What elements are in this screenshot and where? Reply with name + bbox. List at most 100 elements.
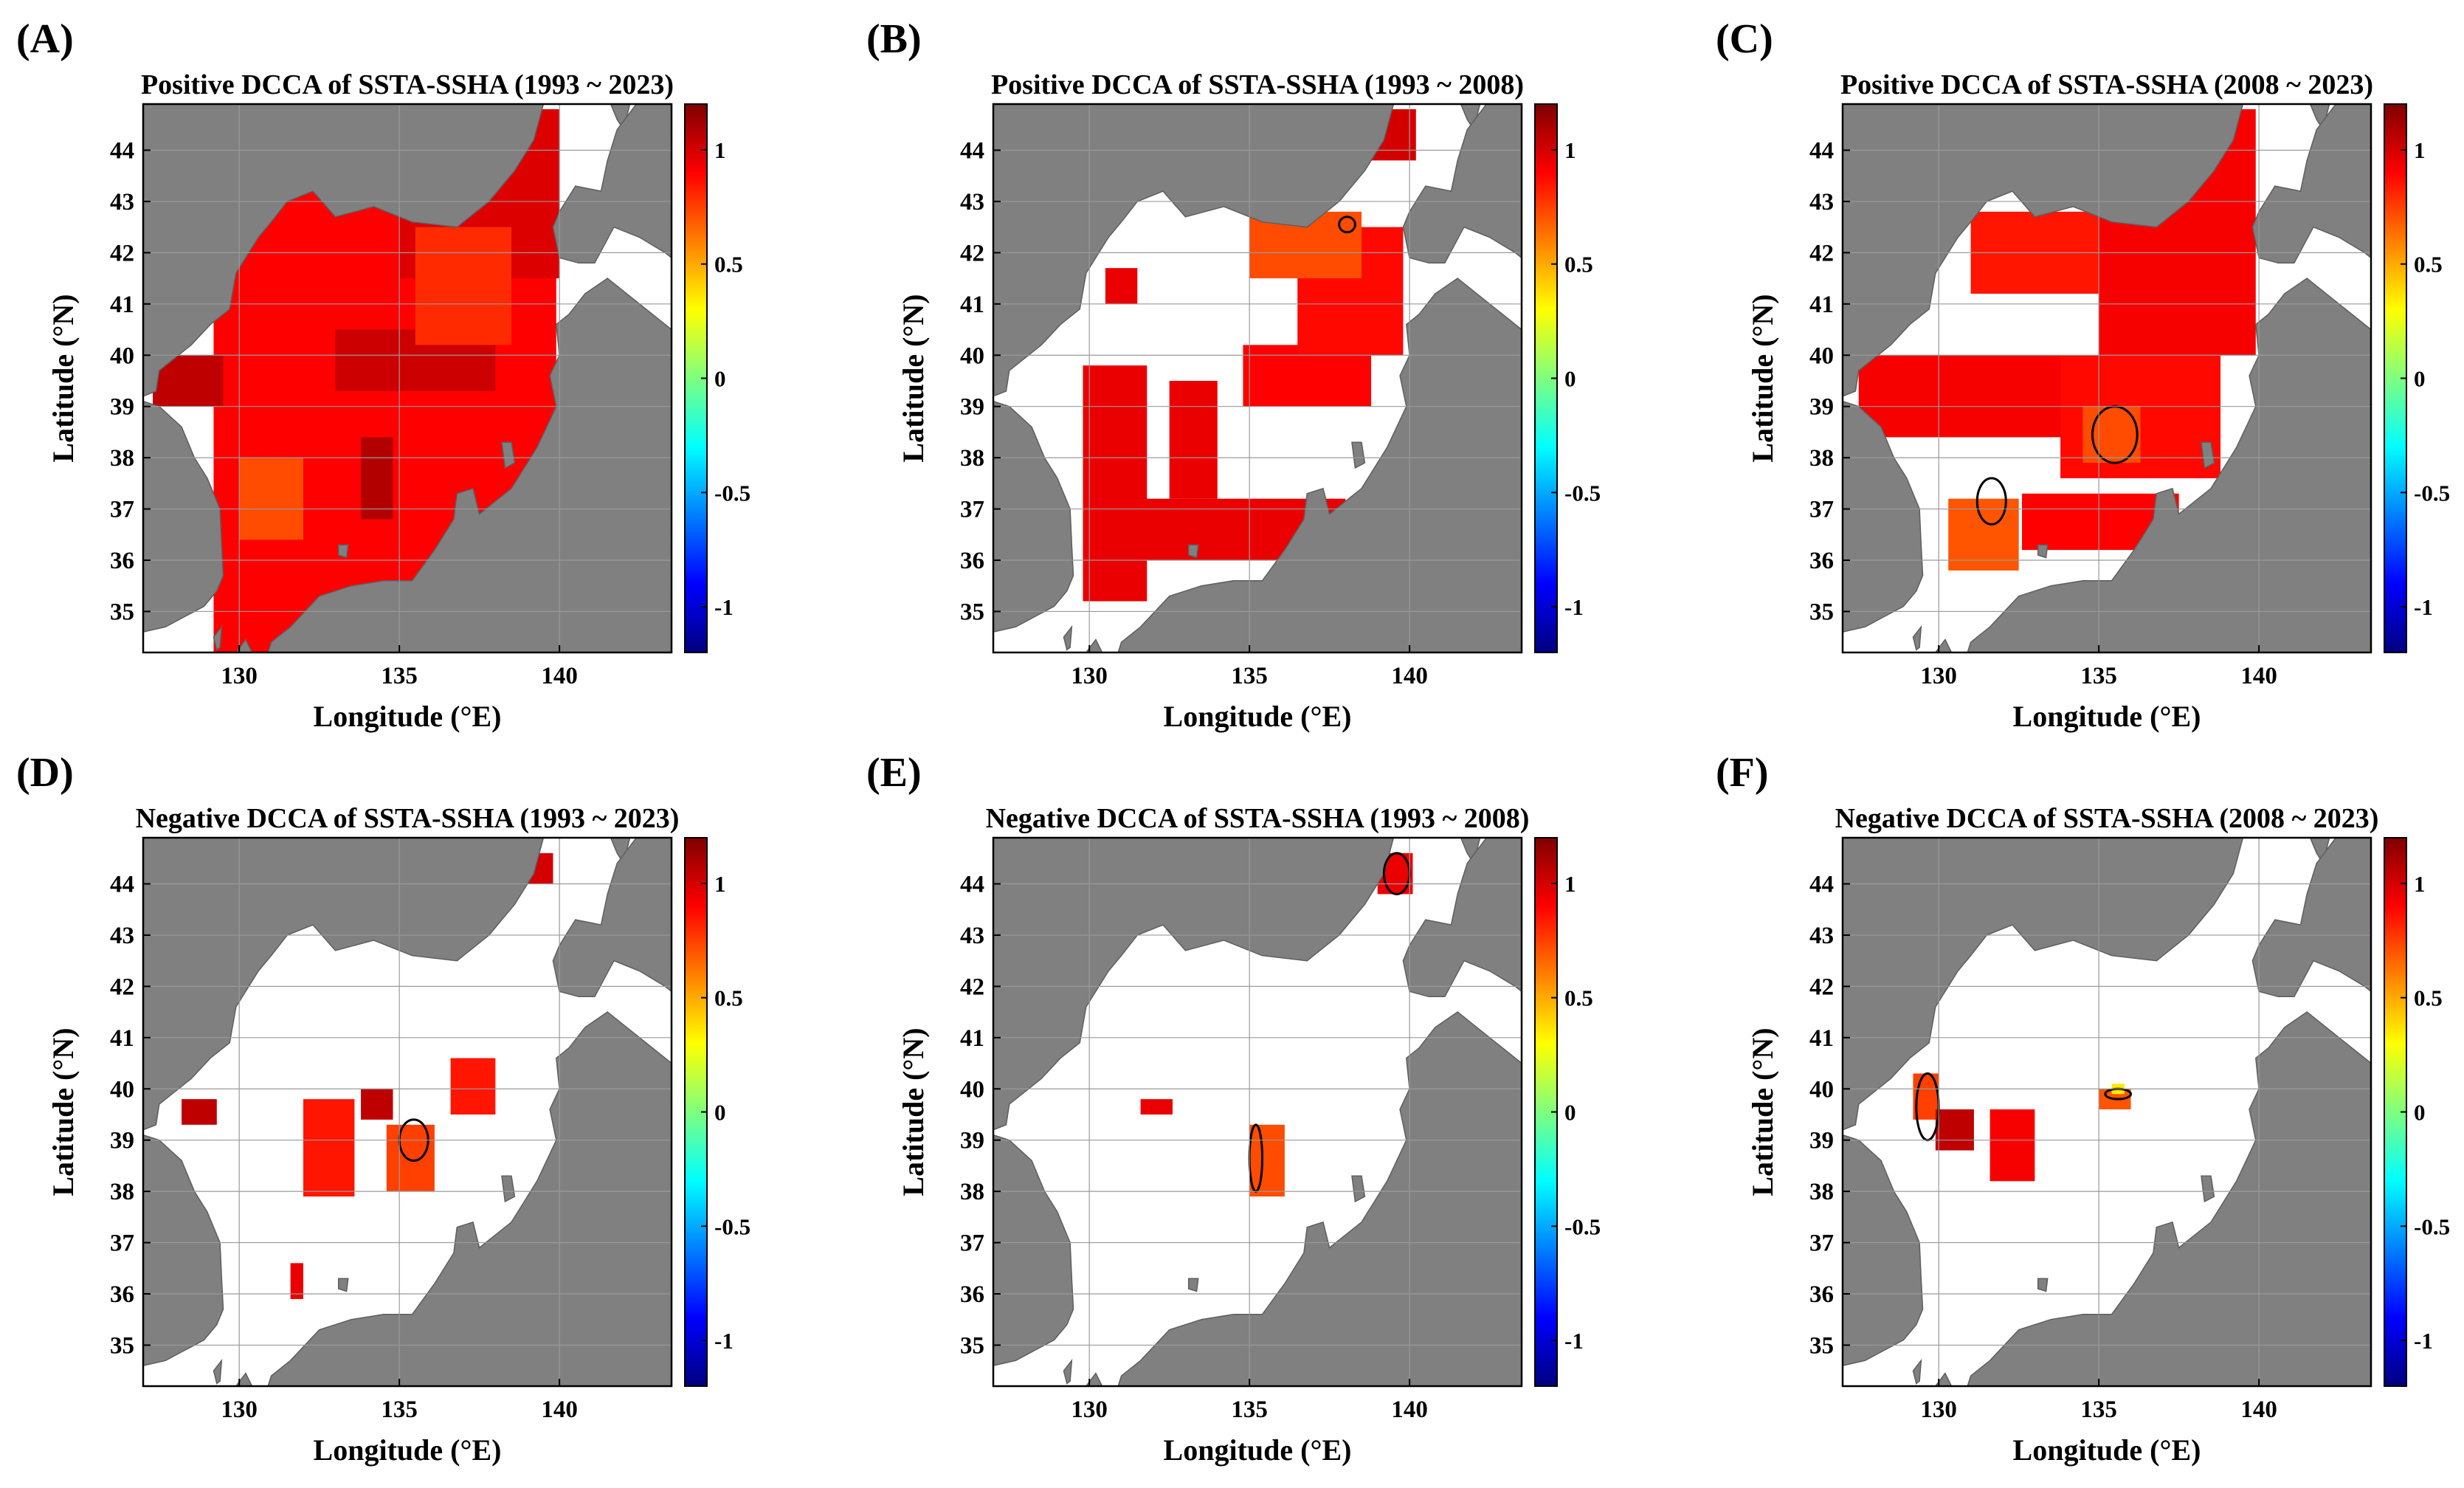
land-mass (1402, 838, 1522, 998)
lat-tick-label: 41 (1809, 292, 1834, 318)
lon-tick-label: 135 (1231, 663, 1268, 689)
lat-tick-label: 39 (110, 1128, 134, 1154)
lat-tick-label: 39 (1809, 1128, 1834, 1154)
land-mass (1085, 1372, 1103, 1386)
lat-tick-label: 40 (1809, 342, 1834, 369)
map-frame (142, 103, 673, 654)
land-mass (1843, 838, 2244, 1131)
lat-tick-label: 37 (110, 1230, 134, 1257)
lat-tick-label: 38 (110, 445, 134, 472)
lat-tick-label: 35 (960, 599, 984, 625)
lon-tick-label: 130 (221, 663, 258, 689)
dcca-region (1105, 268, 1138, 304)
panel-letter: (A) (16, 16, 74, 62)
lon-tick-label: 135 (381, 1396, 418, 1423)
y-axis-label: Latitude (°N) (1746, 294, 1779, 462)
lat-tick-label: 38 (110, 1179, 134, 1205)
colorbar-tick-label: 0 (714, 1100, 726, 1126)
lon-tick-label: 130 (1071, 1396, 1108, 1423)
panel-title: Negative DCCA of SSTA-SSHA (1993 ~ 2023) (136, 803, 680, 834)
colorbar-tick-label: -0.5 (1564, 1213, 1601, 1239)
dcca-region (1990, 1109, 2035, 1182)
land-mass (1934, 1372, 1953, 1386)
map-frame (992, 836, 1523, 1388)
lon-tick-label: 140 (2240, 663, 2277, 689)
x-axis-label: Longitude (°E) (314, 1433, 502, 1467)
lat-tick-label: 41 (960, 292, 984, 318)
dcca-region (361, 437, 393, 520)
dcca-region (1948, 498, 2019, 571)
colorbar-tick-label: 1 (2414, 871, 2426, 897)
x-axis-label: Longitude (°E) (314, 700, 502, 733)
lat-tick-label: 38 (960, 1179, 984, 1205)
lat-tick-label: 36 (1809, 548, 1834, 574)
dcca-region (1140, 1099, 1173, 1115)
colorbar-tick-label: 1 (2414, 137, 2426, 163)
lon-tick-label: 140 (541, 663, 578, 689)
lat-tick-label: 38 (960, 445, 984, 472)
lat-tick-label: 42 (1809, 974, 1834, 1000)
x-axis-label: Longitude (°E) (1164, 1433, 1352, 1467)
land-mass (143, 104, 545, 397)
lat-tick-label: 38 (1809, 445, 1834, 472)
panel-letter: (E) (866, 750, 922, 796)
land-mass (1351, 441, 1366, 469)
land-mass (213, 624, 223, 651)
lat-tick-label: 35 (110, 599, 134, 625)
lon-tick-label: 130 (1071, 663, 1108, 689)
land-mass (337, 1278, 349, 1292)
lat-tick-label: 44 (960, 137, 984, 164)
colorbar-tick-label: 0 (714, 366, 726, 392)
land-mass (2201, 441, 2215, 469)
panel-letter: (B) (866, 16, 922, 62)
land-mass (1117, 1011, 1522, 1386)
lat-tick-label: 39 (960, 394, 984, 421)
lat-tick-label: 39 (110, 394, 134, 421)
colorbar-tick-label: 0.5 (714, 985, 743, 1011)
lat-tick-label: 43 (1809, 189, 1834, 216)
lat-tick-label: 40 (110, 1076, 134, 1103)
land-mass (1967, 278, 2371, 652)
panel-d: 130 135 140 35 36 37 38 39 40 41 42 43 44 Longitude (… (16, 750, 750, 1467)
lat-tick-label: 42 (110, 974, 134, 1000)
lon-tick-label: 140 (1391, 1396, 1428, 1423)
dcca-region (290, 1263, 303, 1299)
land-mass (337, 544, 349, 559)
panel-e: 130 135 140 35 36 37 38 39 40 41 42 43 44 Longitude (… (866, 750, 1601, 1467)
panel-title: Negative DCCA of SSTA-SSHA (2008 ~ 2023) (1835, 803, 2379, 834)
lat-tick-label: 44 (1809, 137, 1834, 164)
colorbar (2384, 837, 2407, 1387)
lat-tick-label: 40 (960, 1076, 984, 1103)
dcca-region (450, 1058, 496, 1115)
colorbar-tick-label: 0.5 (2414, 985, 2443, 1011)
dcca-region (1083, 365, 1148, 602)
lat-tick-label: 36 (1809, 1281, 1834, 1308)
dcca-region (361, 1089, 393, 1120)
land-mass (1063, 1358, 1073, 1385)
land-mass (2037, 1278, 2049, 1292)
lat-tick-label: 39 (1809, 394, 1834, 421)
colorbar-tick-label: -1 (1564, 1328, 1584, 1354)
lon-tick-label: 130 (1920, 663, 1957, 689)
land-mass (1934, 638, 1953, 652)
lat-tick-label: 35 (110, 1332, 134, 1359)
panel-letter: (D) (16, 750, 74, 796)
land-mass (1912, 1358, 1922, 1385)
land-mass (1085, 638, 1103, 652)
lat-tick-label: 36 (110, 1281, 134, 1308)
lon-tick-label: 135 (1231, 1396, 1268, 1423)
land-mass (1351, 1175, 1366, 1203)
colorbar-tick-label: 1 (1564, 137, 1576, 163)
lat-tick-label: 40 (1809, 1076, 1834, 1103)
land-mass (552, 104, 672, 264)
x-axis-label: Longitude (°E) (1164, 700, 1352, 733)
colorbar-tick-label: 1 (1564, 871, 1576, 897)
dcca-region (182, 1099, 217, 1125)
lat-tick-label: 43 (960, 923, 984, 949)
lat-tick-label: 36 (960, 1281, 984, 1308)
land-mass (1063, 624, 1073, 651)
significance-contour (1975, 477, 2007, 526)
lat-tick-label: 37 (1809, 1230, 1834, 1257)
land-mass (993, 104, 1395, 397)
